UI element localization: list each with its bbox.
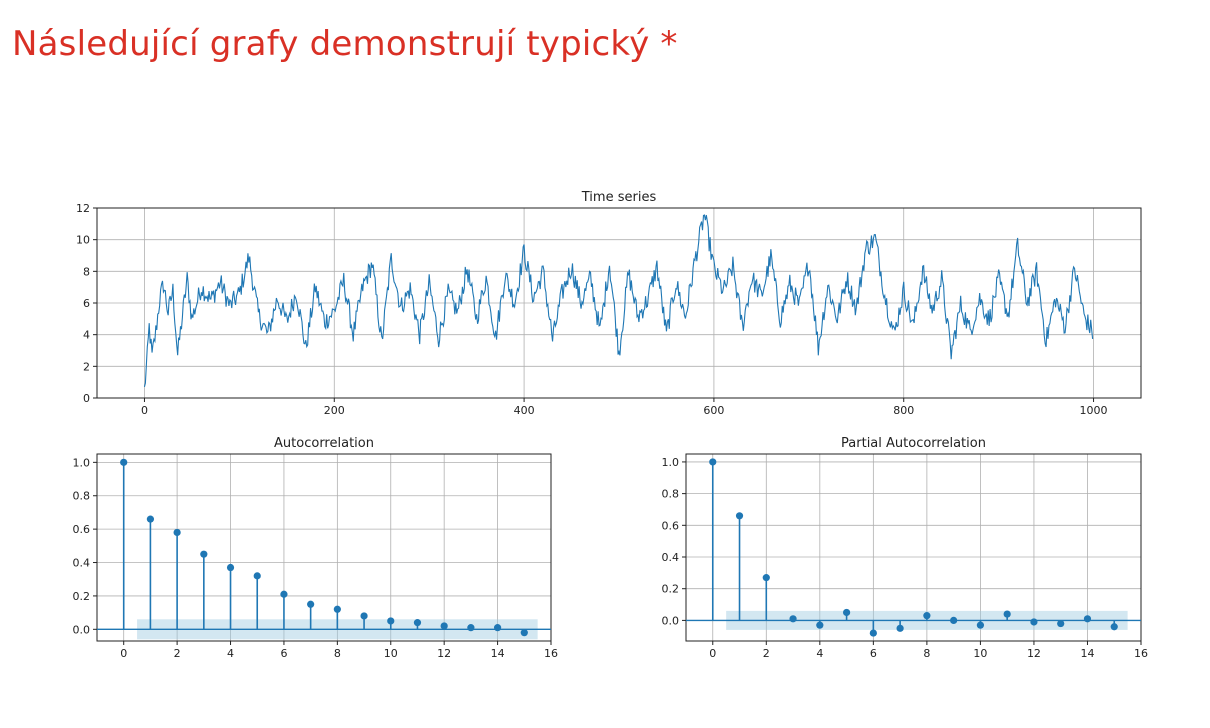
y-tick-label: 0.2 xyxy=(73,590,91,603)
stem-marker xyxy=(789,615,797,623)
stem-marker xyxy=(440,622,448,630)
x-tick-label: 2 xyxy=(763,647,770,660)
stem-marker xyxy=(226,563,235,572)
x-tick-label: 600 xyxy=(703,404,724,417)
stem-marker xyxy=(950,616,958,624)
y-tick-label: 2 xyxy=(83,360,90,373)
stem-marker xyxy=(120,458,128,466)
stem-marker xyxy=(1057,619,1065,628)
x-tick-label: 12 xyxy=(437,647,451,660)
y-tick-label: 0.8 xyxy=(662,488,680,501)
x-tick-label: 8 xyxy=(923,647,930,660)
x-tick-label: 0 xyxy=(709,647,716,660)
x-tick-label: 6 xyxy=(870,647,877,660)
stem-marker xyxy=(816,621,824,629)
x-tick-label: 2 xyxy=(174,647,181,660)
y-tick-label: 1.0 xyxy=(662,456,680,469)
y-tick-label: 0.0 xyxy=(662,614,680,627)
stem-marker xyxy=(709,458,717,466)
y-tick-label: 0.4 xyxy=(73,557,91,570)
stem-marker xyxy=(360,612,368,620)
y-tick-label: 1.0 xyxy=(73,456,91,469)
y-tick-label: 0.4 xyxy=(662,551,680,564)
stem-marker xyxy=(173,528,181,537)
stem-marker xyxy=(923,612,931,620)
y-tick-label: 0.8 xyxy=(73,490,91,503)
x-tick-label: 10 xyxy=(973,647,987,660)
stem-marker xyxy=(146,515,155,523)
y-tick-label: 0.0 xyxy=(73,623,91,636)
stem-marker xyxy=(467,624,475,632)
x-tick-label: 14 xyxy=(491,647,505,660)
x-tick-label: 6 xyxy=(280,647,287,660)
x-tick-label: 800 xyxy=(893,404,914,417)
stem-marker xyxy=(762,574,770,582)
plot-title: Partial Autocorrelation xyxy=(841,436,986,451)
x-tick-label: 16 xyxy=(1134,647,1148,660)
question-title: Následující grafy demonstrují typický * xyxy=(12,24,678,64)
y-tick-label: 10 xyxy=(76,234,90,247)
autocorrelation-plot: 0 2 4 6 8 10 12 14 16 0.0 0.2 0.4 0.6 0.8 1.0 Autocorre… xyxy=(73,436,559,660)
x-tick-label: 4 xyxy=(816,647,823,660)
plot-title: Time series xyxy=(581,190,657,205)
y-tick-label: 0.2 xyxy=(662,583,680,596)
stem-marker xyxy=(333,605,341,613)
x-tick-label: 1000 xyxy=(1080,404,1108,417)
stem-marker xyxy=(200,550,208,558)
y-tick-label: 0.6 xyxy=(73,523,91,536)
y-tick-label: 0.6 xyxy=(662,519,680,532)
y-tick-label: 8 xyxy=(83,265,90,278)
x-tick-label: 0 xyxy=(141,404,148,417)
stem-marker xyxy=(842,608,851,617)
x-tick-label: 4 xyxy=(227,647,234,660)
stem-marker xyxy=(520,629,528,637)
y-tick-label: 6 xyxy=(83,297,90,310)
y-tick-label: 4 xyxy=(83,329,90,342)
stem-marker xyxy=(253,572,261,580)
stem-marker xyxy=(896,624,904,632)
stem-marker xyxy=(387,617,395,625)
x-tick-label: 14 xyxy=(1080,647,1094,660)
time-series-line xyxy=(143,214,1094,388)
x-tick-label: 0 xyxy=(120,647,127,660)
stem-marker xyxy=(493,624,502,632)
y-tick-label: 12 xyxy=(76,202,90,215)
axes-frame xyxy=(96,453,552,642)
x-tick-label: 200 xyxy=(324,404,345,417)
plot-title: Autocorrelation xyxy=(274,436,374,451)
stem-marker xyxy=(280,590,288,598)
stem-marker xyxy=(735,512,744,520)
stem-marker xyxy=(1110,623,1118,631)
y-tick-label: 0 xyxy=(83,392,90,405)
stem-marker xyxy=(1083,615,1092,623)
time-series-plot: 0 200 400 600 800 1000 0 2 4 6 8 10 12 Time series xyxy=(76,190,1142,417)
x-tick-label: 12 xyxy=(1027,647,1041,660)
stem-marker xyxy=(1003,610,1011,618)
stem-marker xyxy=(307,600,315,608)
stem-marker xyxy=(976,621,985,629)
stem-marker xyxy=(1030,618,1038,626)
x-tick-label: 400 xyxy=(514,404,535,417)
x-tick-label: 16 xyxy=(544,647,558,660)
stem-marker xyxy=(869,629,877,637)
x-tick-label: 10 xyxy=(384,647,398,660)
stem-marker xyxy=(413,619,422,627)
partial-autocorrelation-plot: 0 2 4 6 8 10 12 14 16 0.0 0.2 0.4 0.6 0.8 1.0 Partial A… xyxy=(662,436,1149,660)
axes-frame xyxy=(685,453,1142,642)
x-tick-label: 8 xyxy=(334,647,341,660)
